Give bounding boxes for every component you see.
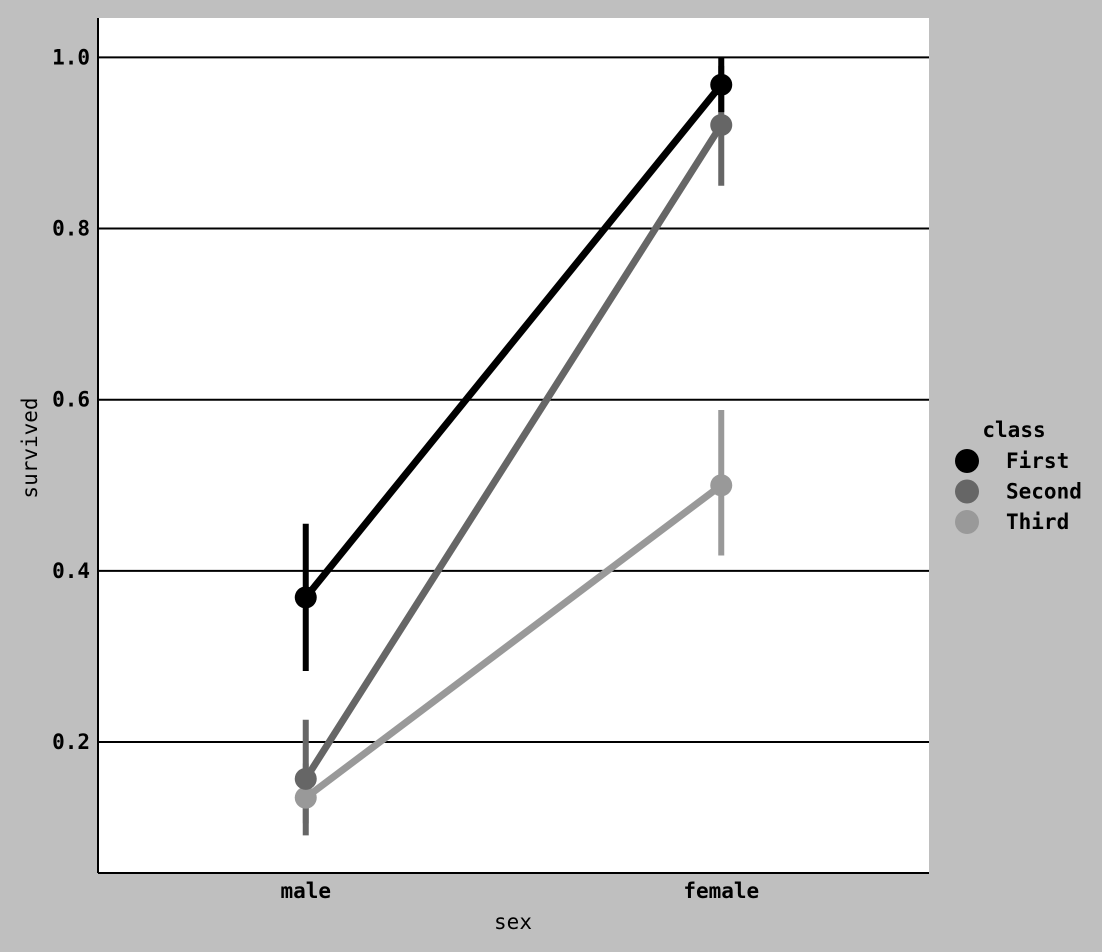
legend-label-third: Third	[1006, 510, 1069, 534]
series-line-first	[303, 82, 724, 600]
point-third-male	[294, 786, 317, 809]
legend-title: class	[982, 418, 1045, 442]
y-tick-label: 0.8	[52, 217, 90, 241]
x-tick-label-male: male	[280, 879, 331, 903]
gridlines	[98, 56, 929, 744]
point-first-female	[710, 73, 733, 96]
series-line-third	[303, 482, 724, 801]
y-tick-label: 1.0	[52, 45, 90, 69]
series-line-second	[302, 123, 725, 781]
x-tick-label-female: female	[683, 879, 759, 903]
legend-marker-third	[955, 510, 979, 534]
legend-marker-first	[955, 449, 979, 473]
y-axis-label: survived	[18, 397, 42, 498]
legend-label-second: Second	[1006, 480, 1082, 504]
legend-items: First Second Third	[955, 449, 1082, 534]
point-second-female	[710, 113, 733, 136]
series-points	[294, 73, 733, 809]
y-tick-labels: 0.2 0.4 0.6 0.8 1.0	[52, 45, 90, 754]
y-tick-label: 0.6	[52, 388, 90, 412]
point-third-female	[710, 474, 733, 497]
x-tick-labels: male female	[280, 879, 759, 903]
point-second-male	[294, 767, 317, 790]
series-lines	[302, 82, 725, 801]
y-tick-label: 0.2	[52, 730, 90, 754]
point-first-male	[294, 586, 317, 609]
y-tick-label: 0.4	[52, 559, 90, 583]
legend-marker-second	[955, 479, 979, 504]
legend-label-first: First	[1006, 449, 1069, 473]
legend: class First Second Third	[955, 418, 1082, 534]
x-axis-label: sex	[494, 910, 532, 934]
